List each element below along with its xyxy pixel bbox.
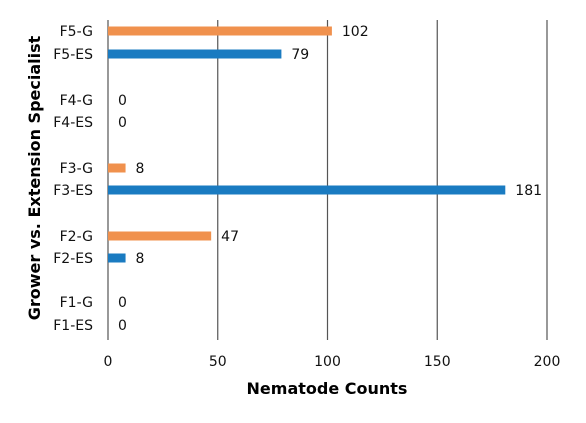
data-label: 8 <box>136 161 145 177</box>
x-tick-label: 150 <box>424 354 451 370</box>
bar <box>108 163 126 173</box>
bar <box>108 253 126 263</box>
category-label: F2-G <box>60 229 93 245</box>
bar <box>108 231 212 241</box>
category-label: F1-G <box>60 295 93 311</box>
data-label: 0 <box>118 295 127 311</box>
category-label: F1-ES <box>53 318 93 334</box>
bar <box>108 49 282 59</box>
category-label: F3-ES <box>53 183 93 199</box>
data-label: 47 <box>221 229 239 245</box>
category-label: F4-G <box>60 93 93 109</box>
category-label: F3-G <box>60 161 93 177</box>
data-labels: 102 79 0 0 8 181 47 8 0 0 <box>118 24 542 334</box>
data-label: 8 <box>136 251 145 267</box>
category-labels: F5-G F5-ES F4-G F4-ES F3-G F3-ES F2-G F2-ES F1-G… <box>53 24 93 334</box>
y-axis-title: Grower vs. Extension Specialist <box>25 35 44 320</box>
data-label: 0 <box>118 93 127 109</box>
bar <box>108 185 506 195</box>
data-label: 0 <box>118 318 127 334</box>
data-label: 102 <box>342 24 369 40</box>
category-label: F5-G <box>60 24 93 40</box>
category-label: F4-ES <box>53 115 93 131</box>
data-label: 0 <box>118 115 127 131</box>
x-tick-label: 0 <box>104 354 113 370</box>
x-tick-labels: 0 50 100 150 200 <box>104 354 561 370</box>
x-tick-label: 200 <box>534 354 561 370</box>
category-label: F2-ES <box>53 251 93 267</box>
x-tick-label: 50 <box>209 354 227 370</box>
x-axis-title: Nematode Counts <box>247 379 408 398</box>
bars <box>108 26 506 263</box>
data-label: 79 <box>291 47 309 63</box>
data-label: 181 <box>515 183 542 199</box>
gridlines <box>107 20 548 340</box>
bar <box>108 26 332 36</box>
x-tick-label: 100 <box>314 354 341 370</box>
category-label: F5-ES <box>53 47 93 63</box>
